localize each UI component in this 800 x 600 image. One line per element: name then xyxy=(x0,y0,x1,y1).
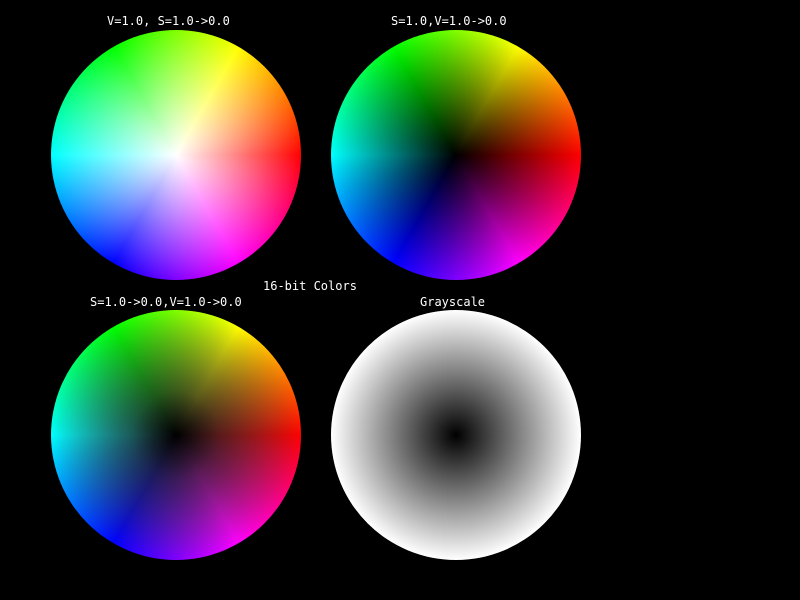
top-left-color-wheel xyxy=(51,30,301,280)
grayscale-wheel xyxy=(331,310,581,560)
bottom-left-wheel-label: S=1.0->0.0,V=1.0->0.0 xyxy=(90,295,242,309)
top-left-wheel-label: V=1.0, S=1.0->0.0 xyxy=(107,14,230,28)
bottom-right-wheel-label: Grayscale xyxy=(420,295,486,309)
top-right-color-wheel xyxy=(331,30,581,280)
bottom-left-color-wheel xyxy=(51,310,301,560)
top-right-wheel-label: S=1.0,V=1.0->0.0 xyxy=(391,14,507,28)
center-title-label: 16-bit Colors xyxy=(263,279,357,293)
